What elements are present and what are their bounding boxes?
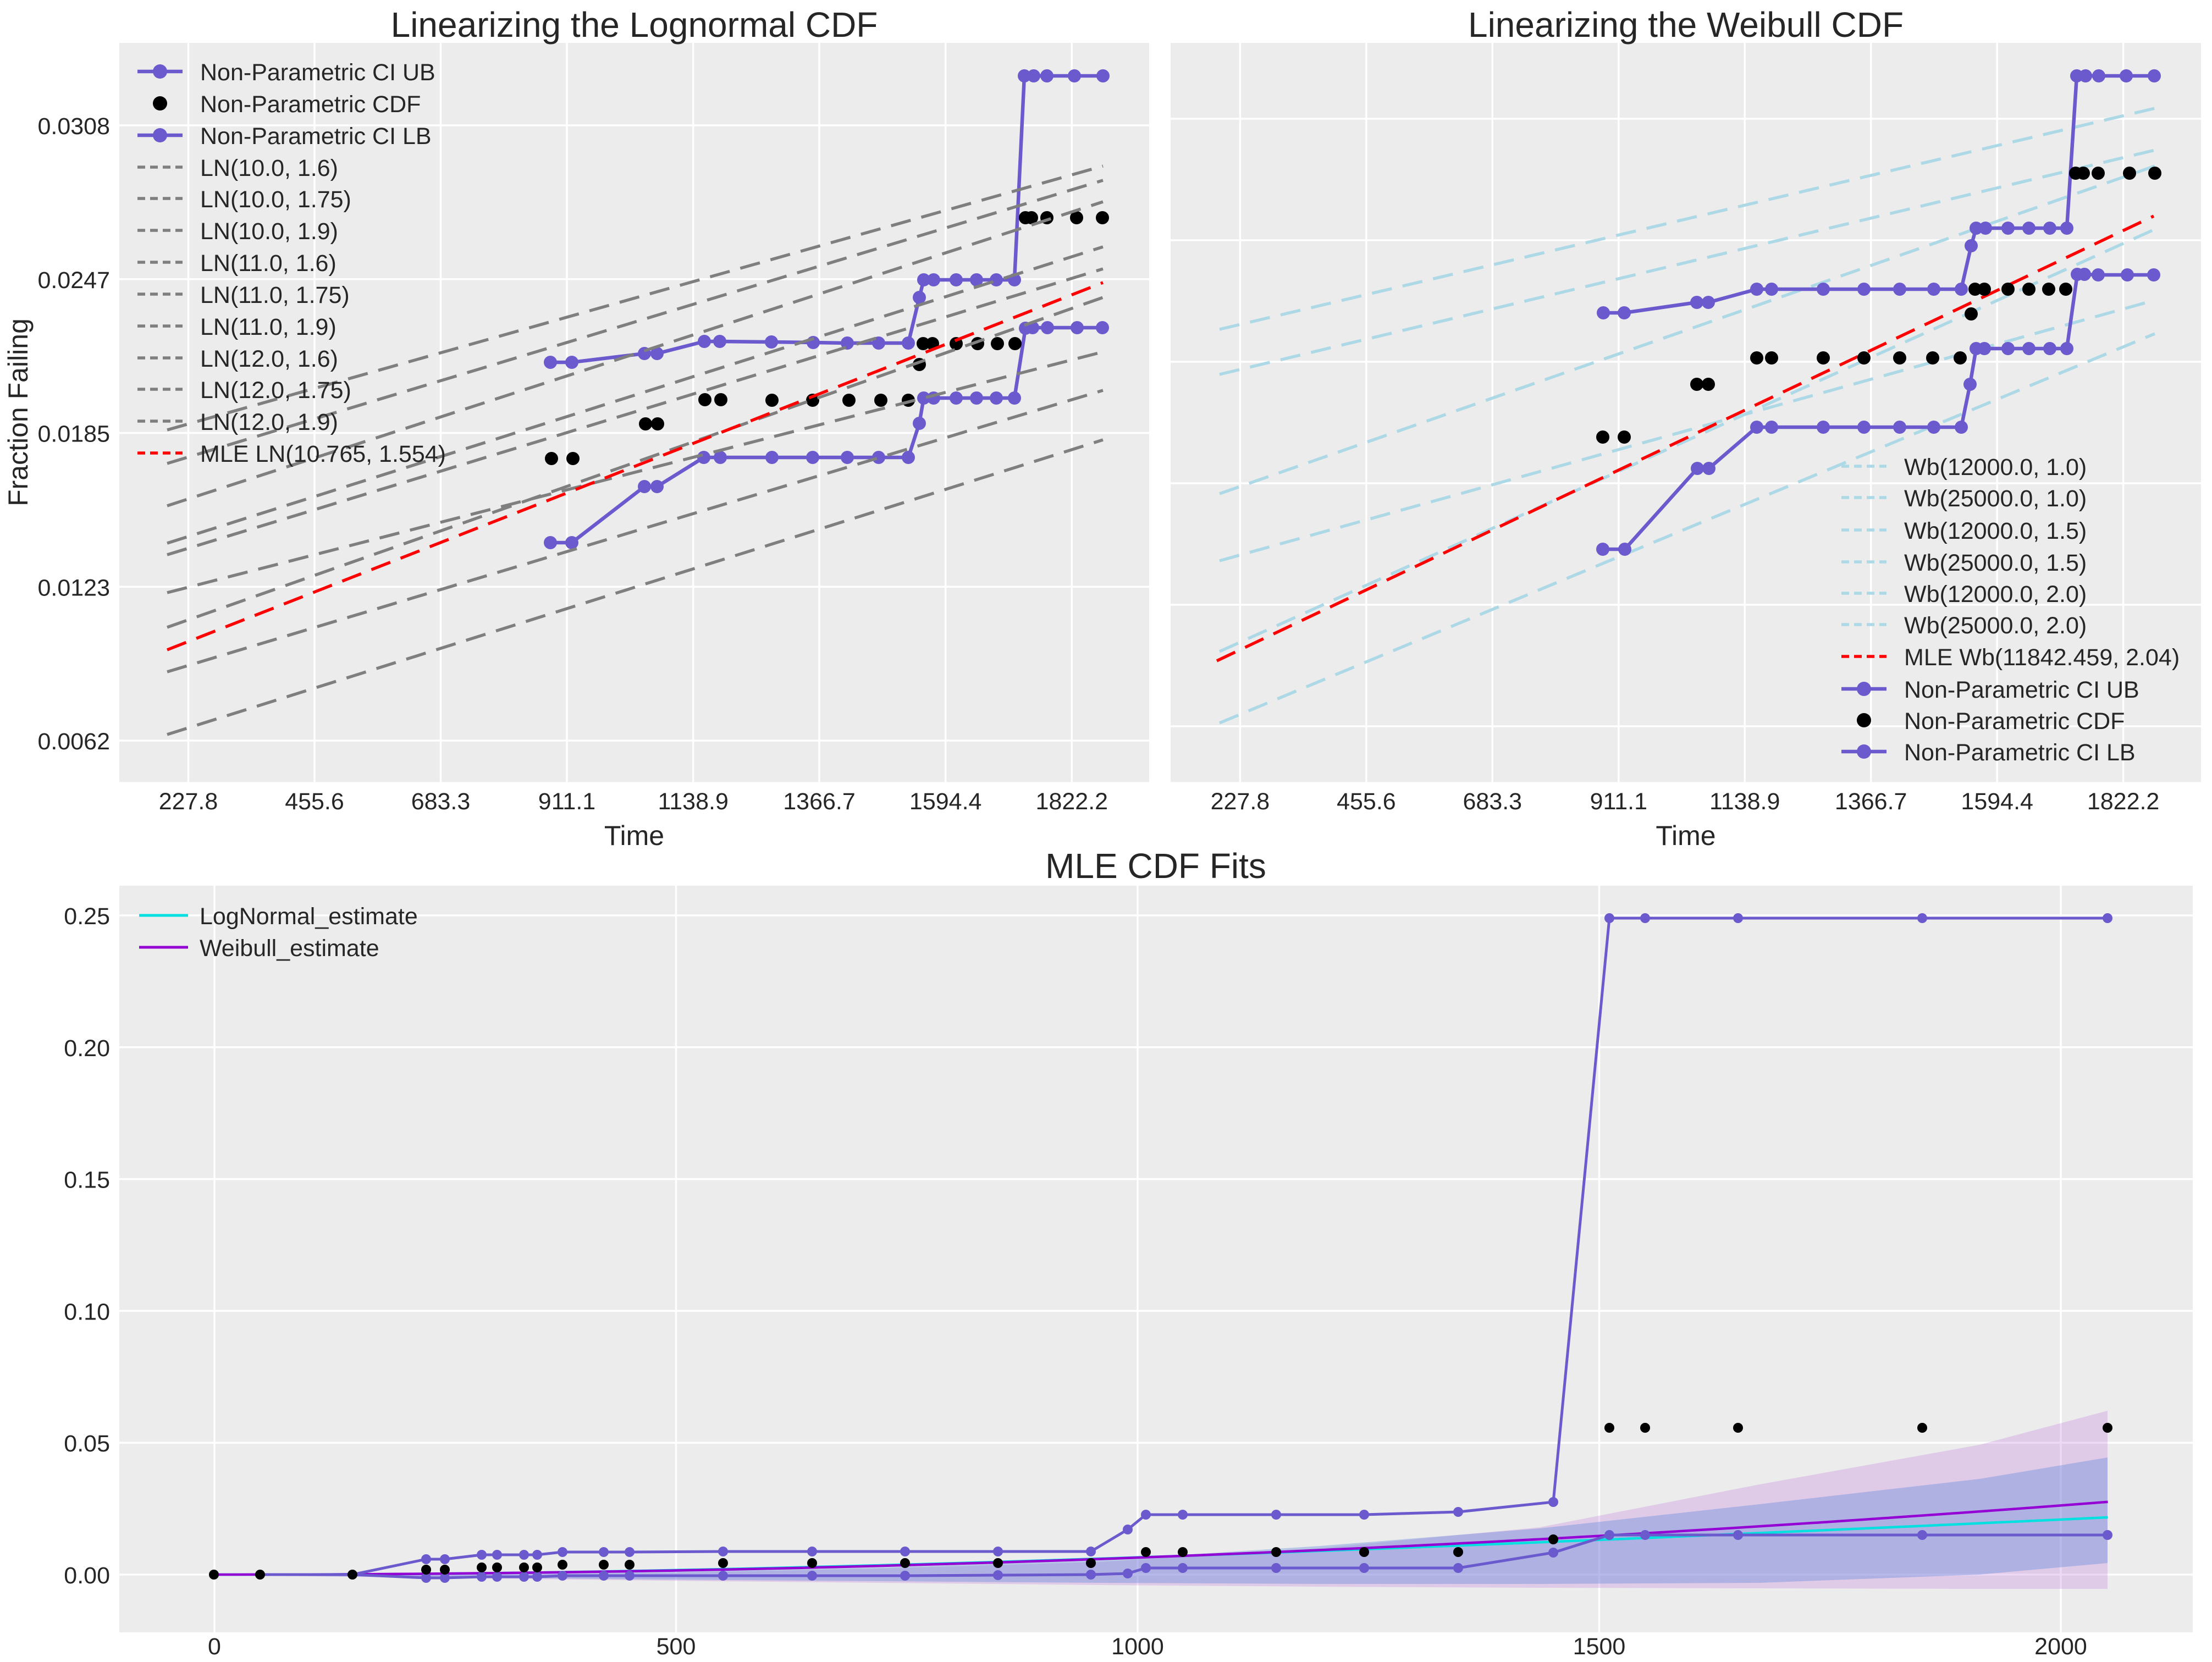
- svg-text:LN(12.0, 1.6): LN(12.0, 1.6): [200, 346, 338, 372]
- svg-text:LN(10.0, 1.75): LN(10.0, 1.75): [200, 186, 351, 213]
- svg-text:Wb(25000.0, 1.5): Wb(25000.0, 1.5): [1904, 550, 2087, 576]
- svg-text:Non-Parametric CI LB: Non-Parametric CI LB: [200, 123, 432, 150]
- svg-text:1822.2: 1822.2: [2087, 788, 2160, 815]
- svg-text:0.0308: 0.0308: [37, 113, 110, 140]
- svg-text:0: 0: [208, 1633, 221, 1660]
- svg-text:0.0185: 0.0185: [37, 421, 110, 448]
- svg-text:Non-Parametric CI UB: Non-Parametric CI UB: [1904, 677, 2139, 703]
- svg-text:LogNormal_estimate: LogNormal_estimate: [200, 903, 418, 930]
- svg-text:Non-Parametric CDF: Non-Parametric CDF: [200, 91, 421, 118]
- svg-text:Weibull_estimate: Weibull_estimate: [200, 935, 379, 962]
- svg-text:0.00: 0.00: [64, 1562, 110, 1589]
- svg-text:LN(11.0, 1.9): LN(11.0, 1.9): [200, 314, 337, 340]
- svg-text:0.15: 0.15: [64, 1167, 110, 1194]
- svg-text:1500: 1500: [1573, 1633, 1626, 1660]
- svg-text:227.8: 227.8: [1211, 788, 1270, 815]
- svg-text:Wb(12000.0, 1.0): Wb(12000.0, 1.0): [1904, 454, 2087, 481]
- svg-text:0.05: 0.05: [64, 1431, 110, 1457]
- svg-text:LN(10.0, 1.6): LN(10.0, 1.6): [200, 155, 338, 181]
- svg-text:683.3: 683.3: [1463, 788, 1522, 815]
- svg-text:Non-Parametric CDF: Non-Parametric CDF: [1904, 708, 2125, 735]
- svg-text:LN(10.0, 1.9): LN(10.0, 1.9): [200, 218, 338, 245]
- svg-text:MLE CDF Fits: MLE CDF Fits: [1045, 846, 1266, 886]
- svg-text:1138.9: 1138.9: [1709, 788, 1780, 815]
- svg-text:455.6: 455.6: [285, 788, 344, 815]
- svg-text:Time: Time: [604, 820, 664, 851]
- svg-text:0.10: 0.10: [64, 1299, 110, 1325]
- svg-text:0.25: 0.25: [64, 903, 110, 930]
- svg-text:1000: 1000: [1111, 1633, 1164, 1660]
- svg-text:911.1: 911.1: [1590, 788, 1647, 815]
- svg-text:683.3: 683.3: [411, 788, 471, 815]
- svg-text:1138.9: 1138.9: [658, 788, 729, 815]
- svg-text:Fraction Failing: Fraction Failing: [3, 318, 34, 506]
- svg-text:Non-Parametric CI UB: Non-Parametric CI UB: [200, 59, 435, 86]
- svg-text:1594.4: 1594.4: [1961, 788, 2033, 815]
- svg-text:Linearizing the Weibull CDF: Linearizing the Weibull CDF: [1468, 5, 1904, 45]
- svg-text:Non-Parametric CI LB: Non-Parametric CI LB: [1904, 739, 2136, 766]
- svg-text:Wb(25000.0, 2.0): Wb(25000.0, 2.0): [1904, 612, 2087, 639]
- svg-text:Wb(12000.0, 2.0): Wb(12000.0, 2.0): [1904, 581, 2087, 608]
- svg-text:LN(11.0, 1.75): LN(11.0, 1.75): [200, 282, 350, 308]
- svg-text:0.0123: 0.0123: [37, 575, 110, 601]
- svg-text:LN(12.0, 1.75): LN(12.0, 1.75): [200, 377, 351, 404]
- svg-text:LN(12.0, 1.9): LN(12.0, 1.9): [200, 409, 338, 435]
- svg-text:500: 500: [657, 1633, 696, 1660]
- svg-text:0.20: 0.20: [64, 1035, 110, 1062]
- svg-text:0.0247: 0.0247: [37, 267, 110, 294]
- svg-text:Wb(12000.0, 1.5): Wb(12000.0, 1.5): [1904, 518, 2087, 544]
- svg-text:227.8: 227.8: [159, 788, 218, 815]
- svg-text:1366.7: 1366.7: [1835, 788, 1907, 815]
- svg-text:MLE LN(10.765, 1.554): MLE LN(10.765, 1.554): [200, 441, 446, 467]
- svg-text:1366.7: 1366.7: [783, 788, 856, 815]
- svg-text:LN(11.0, 1.6): LN(11.0, 1.6): [200, 250, 337, 277]
- svg-text:2000: 2000: [2034, 1633, 2087, 1660]
- svg-text:1822.2: 1822.2: [1036, 788, 1108, 815]
- svg-text:911.1: 911.1: [538, 788, 595, 815]
- svg-text:Linearizing the Lognormal CDF: Linearizing the Lognormal CDF: [391, 5, 878, 45]
- svg-text:0.0062: 0.0062: [37, 728, 110, 755]
- svg-text:Time: Time: [1656, 820, 1715, 851]
- svg-text:455.6: 455.6: [1337, 788, 1396, 815]
- svg-text:MLE Wb(11842.459, 2.04): MLE Wb(11842.459, 2.04): [1904, 644, 2180, 671]
- svg-text:1594.4: 1594.4: [909, 788, 982, 815]
- svg-text:Wb(25000.0, 1.0): Wb(25000.0, 1.0): [1904, 485, 2087, 512]
